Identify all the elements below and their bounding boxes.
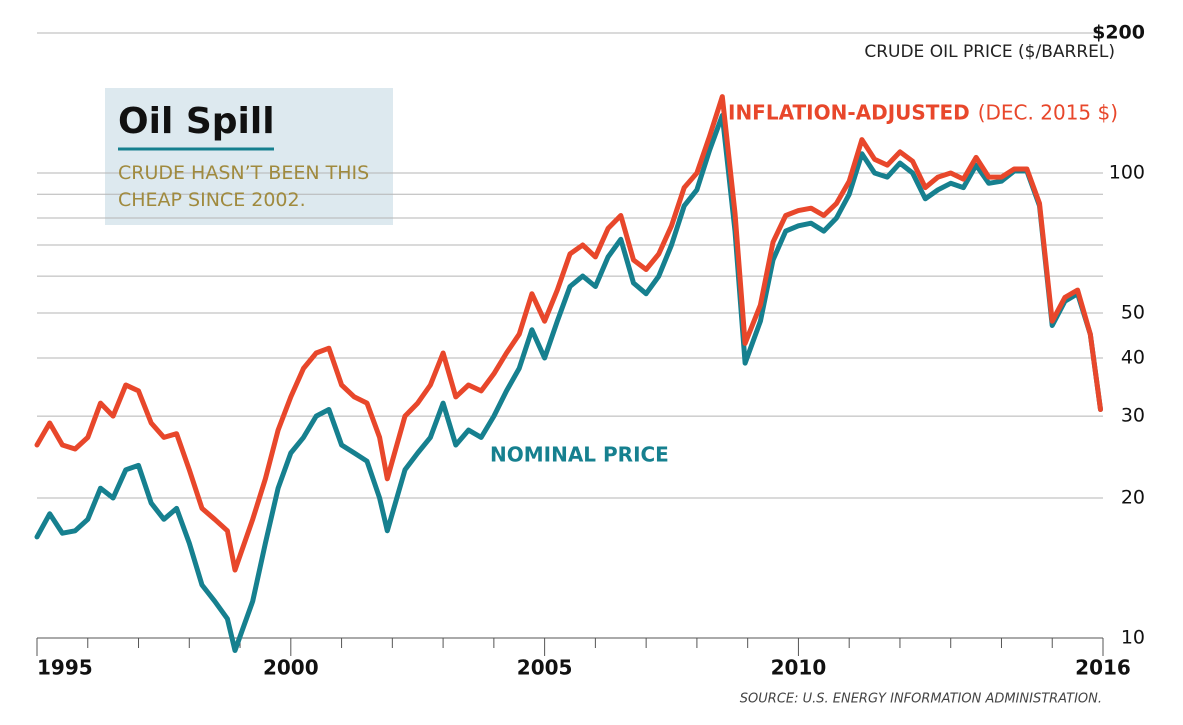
source: SOURCE: U.S. ENERGY INFORMATION ADMINIST… bbox=[740, 692, 1102, 707]
y-tick-label: 10 bbox=[1121, 627, 1145, 649]
y-axis-label: CRUDE OIL PRICE ($/BARREL) bbox=[864, 42, 1115, 62]
series-label: NOMINAL PRICE bbox=[490, 443, 669, 467]
x-tick-label: 2010 bbox=[771, 656, 827, 680]
series-line bbox=[34, 112, 1103, 653]
y-tick-label: 20 bbox=[1121, 487, 1145, 509]
unit-note: (DEC. 2015 $) bbox=[978, 101, 1118, 125]
series-label: INFLATION-ADJUSTED bbox=[728, 101, 970, 125]
x-tick-label: 2005 bbox=[517, 656, 573, 680]
x-tick-label: 2016 bbox=[1075, 656, 1131, 680]
grid bbox=[37, 32, 1103, 639]
subtitle: CRUDE HASN’T BEEN THIS CHEAP SINCE 2002. bbox=[118, 162, 370, 211]
chart-title: Oil Spill bbox=[118, 101, 275, 142]
y-tick-label: $200 bbox=[1092, 22, 1145, 44]
x-tick-label: 2000 bbox=[263, 656, 319, 680]
y-tick-label: 40 bbox=[1121, 347, 1145, 369]
series-line bbox=[34, 94, 1103, 573]
y-tick-label: 30 bbox=[1121, 405, 1145, 427]
y-tick-label: 100 bbox=[1109, 161, 1145, 183]
x-tick-label: 1995 bbox=[37, 656, 93, 680]
y-tick-label: 50 bbox=[1121, 301, 1145, 323]
title-box bbox=[105, 88, 393, 225]
